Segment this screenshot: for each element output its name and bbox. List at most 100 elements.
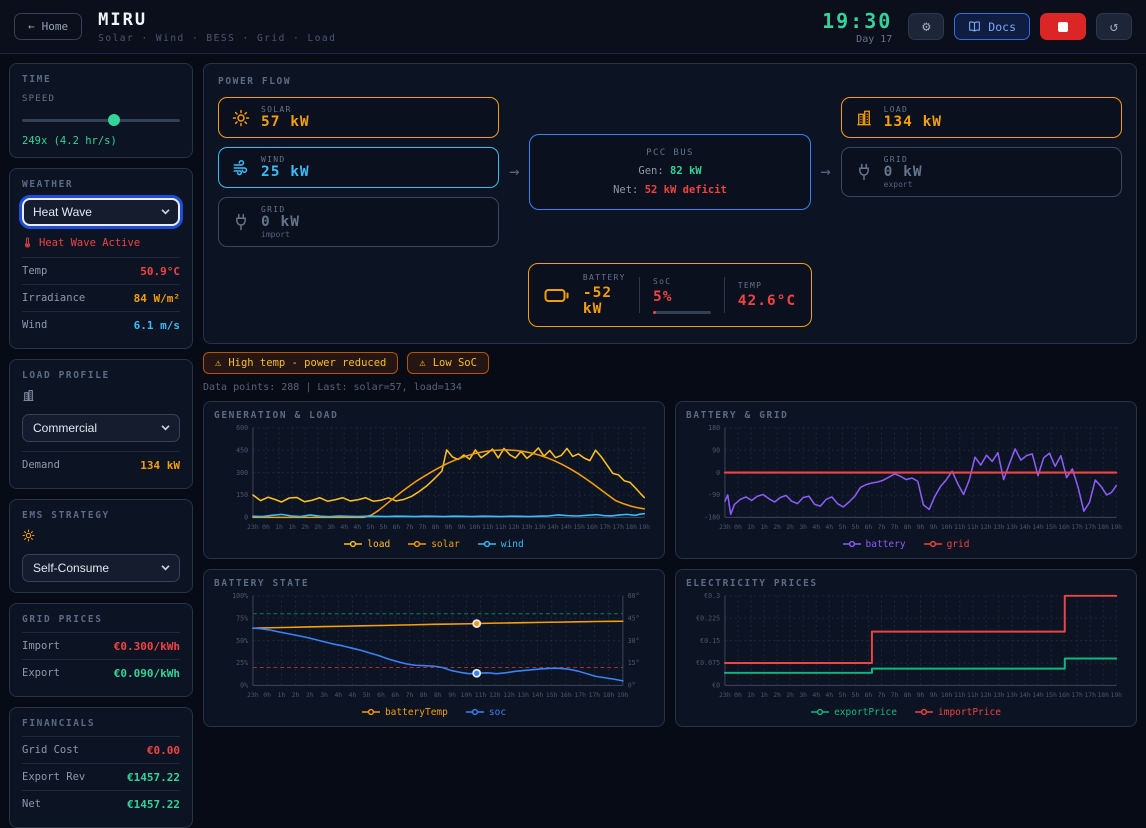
divider [639,277,640,313]
svg-text:5h: 5h [852,691,860,699]
svg-text:11h: 11h [967,691,979,699]
temp-value: 50.9°C [140,264,180,278]
legend-item-importPrice[interactable]: importPrice [915,707,1001,718]
svg-text:17h: 17h [1071,691,1083,699]
alert-high-temp: ⚠ High temp - power reduced [203,352,399,374]
svg-text:3h: 3h [799,691,807,699]
import-price-value: €0.300/kWh [113,639,180,653]
battery-label: BATTERY [582,273,626,282]
chart-canvas[interactable]: 23h 0h 1h 1h 2h 2h 3h 4h 4h 5h 5h 6h 7h 7h 8h 9h 9h 10h 11… [686,589,1126,706]
svg-text:300: 300 [236,469,248,477]
alert-text: High temp - power reduced [228,357,387,369]
back-arrow-icon: ← [28,20,35,33]
svg-text:€0.15: €0.15 [700,637,720,645]
svg-text:4h: 4h [812,691,820,699]
chart-canvas[interactable]: 23h 0h 1h 1h 2h 2h 3h 4h 4h 5h 5h 6h 7h 7h 8h 9h 9h 10h 11… [686,421,1126,538]
legend-item-battery[interactable]: battery [842,539,906,550]
svg-text:17h: 17h [1071,523,1083,531]
svg-text:9h: 9h [917,523,925,531]
svg-text:18h: 18h [603,691,615,699]
sim-clock: 19:30 Day 17 [822,9,892,45]
svg-text:1h: 1h [760,523,768,531]
clock-time: 19:30 [822,8,893,33]
svg-text:23h: 23h [247,691,259,699]
wind-node: WIND 25 kW [218,147,500,188]
legend-item-solar[interactable]: solar [408,539,460,550]
legend-item-batteryTemp[interactable]: batteryTemp [361,707,448,718]
svg-text:15h: 15h [546,691,558,699]
factory-icon [855,109,873,127]
svg-text:8h: 8h [434,691,442,699]
building-icon [22,389,35,402]
chart-canvas[interactable]: 23h 0h 1h 2h 2h 3h 4h 4h 5h 6h 6h 7h 8h 8h 9h 10h 11h 12h… [214,589,654,706]
svg-text:12h: 12h [508,523,520,531]
svg-text:10h: 10h [941,523,953,531]
docs-label: Docs [988,19,1016,34]
export-price-value: €0.090/kWh [113,666,180,680]
weather-card: WEATHER Heat Wave Heat Wave Active Temp [9,168,193,349]
svg-text:4h: 4h [349,691,357,699]
stop-button[interactable] [1040,13,1086,40]
svg-text:€0: €0 [712,681,720,689]
home-button[interactable]: ← Home [14,13,83,40]
svg-text:75%: 75% [236,614,248,622]
financials-title: FINANCIALS [22,718,96,729]
svg-text:4h: 4h [334,691,342,699]
solar-node: SOLAR 57 kW [218,97,500,138]
speed-slider[interactable] [22,114,180,126]
charts-grid: GENERATION & LOAD 23h 0h 1h 1h 2h 2h 3h 4h 4h 5h 5… [203,401,1137,727]
warning-icon: ⚠ [215,357,222,369]
soc-label: SoC [652,276,672,286]
svg-text:-180: -180 [704,514,720,522]
alert-low-soc: ⚠ Low SoC [407,352,489,374]
svg-text:12h: 12h [503,691,515,699]
battery-node: BATTERY -52 kW SoC 5% TEMP 42.6°C [527,263,813,327]
svg-text:2h: 2h [314,523,322,531]
legend-item-grid[interactable]: grid [923,539,969,550]
docs-button[interactable]: Docs [954,13,1030,40]
svg-text:15h: 15h [1045,523,1057,531]
svg-text:14h: 14h [1032,691,1044,699]
svg-text:150: 150 [236,491,248,499]
legend-item-load[interactable]: load [344,539,390,550]
pcc-bus-node: PCC BUS Gen: 82 kW Net: 52 kW deficit [529,134,811,210]
svg-text:11h: 11h [967,523,979,531]
svg-text:2h: 2h [786,523,794,531]
ems-select[interactable]: Self-Consume [22,554,180,582]
legend-item-exportPrice[interactable]: exportPrice [811,707,897,718]
home-label: Home [41,20,69,33]
svg-text:19h: 19h [1110,523,1122,531]
svg-text:50%: 50% [236,637,248,645]
svg-text:9h: 9h [458,523,466,531]
soc-bar-fill [652,310,656,314]
data-points-status: Data points: 288 | Last: solar=57, load=… [203,382,462,393]
reset-button[interactable]: ↺ [1096,13,1132,40]
svg-text:2h: 2h [301,523,309,531]
svg-text:2h: 2h [786,691,794,699]
svg-text:1h: 1h [747,523,755,531]
svg-text:18h: 18h [1097,523,1109,531]
speed-slider-thumb[interactable] [107,114,120,126]
svg-text:2h: 2h [773,523,781,531]
load-profile-select[interactable]: Commercial [22,414,180,442]
settings-button[interactable]: ⚙ [908,13,945,40]
thermometer-icon [22,236,33,249]
grid-prices-card: GRID PRICES Import €0.300/kWh Export €0.… [9,603,193,697]
chart-battery-state: BATTERY STATE 23h 0h 1h 2h 2h 3h 4h 4h 5h 6h 6h 7h 8… [203,568,665,727]
svg-text:3h: 3h [320,691,328,699]
svg-text:8h: 8h [432,523,440,531]
battery-value: -52 kW [582,285,613,317]
financials-card: FINANCIALS Grid Cost €0.00 Export Rev €1… [9,707,193,828]
legend-item-wind[interactable]: wind [477,539,524,550]
battery-temp-value: 42.6°C [737,293,797,309]
import-price-row: Import €0.300/kWh [22,632,180,659]
chart-canvas[interactable]: 23h 0h 1h 1h 2h 2h 3h 4h 4h 5h 5h 6h 7h 7h 8h 9h 9h 10h 11… [214,421,654,538]
svg-text:13h: 13h [521,523,533,531]
load-profile-title: LOAD PROFILE [22,370,110,381]
pcc-net-value: 52 kW deficit [644,184,727,196]
weather-select[interactable]: Heat Wave [22,198,180,226]
legend-item-soc[interactable]: soc [465,707,506,718]
svg-text:7h: 7h [419,523,427,531]
svg-text:4h: 4h [825,691,833,699]
svg-text:18h: 18h [1097,691,1109,699]
